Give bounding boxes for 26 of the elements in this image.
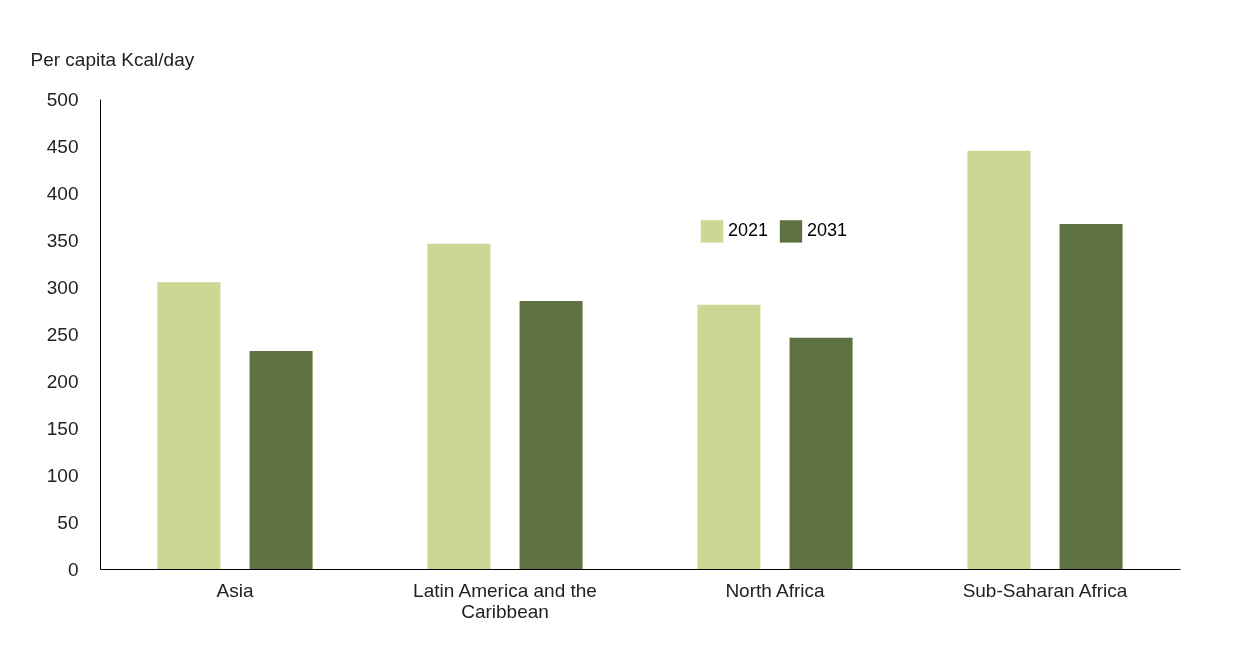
bar — [1059, 224, 1123, 569]
bar — [157, 282, 221, 569]
bar — [789, 337, 853, 569]
y-axis-title: Per capita Kcal/day — [30, 48, 195, 70]
y-tick-label: 250 — [46, 323, 79, 345]
bar — [967, 150, 1031, 569]
x-tick-label: North Africa — [725, 579, 826, 601]
y-tick-label: 500 — [46, 88, 79, 110]
y-tick-label: 0 — [67, 558, 79, 580]
legend-label: 2021 — [728, 220, 769, 241]
x-tick-label: Latin America and the Caribbean — [413, 579, 597, 622]
x-tick-label: Sub-Saharan Africa — [962, 579, 1128, 601]
legend-label: 2031 — [807, 220, 848, 241]
bar — [697, 304, 761, 569]
y-tick-label: 200 — [46, 370, 79, 392]
y-tick-label: 300 — [46, 276, 79, 298]
y-tick-label: 450 — [46, 135, 79, 157]
bar — [249, 350, 313, 569]
bar — [519, 301, 583, 569]
bar — [427, 243, 491, 569]
y-tick-label: 350 — [46, 229, 79, 251]
x-tick-label: Asia — [216, 579, 254, 601]
y-tick-label: 150 — [46, 417, 79, 439]
y-tick-label: 100 — [46, 464, 79, 486]
y-tick-label: 400 — [46, 182, 79, 204]
y-tick-label: 50 — [57, 511, 79, 533]
